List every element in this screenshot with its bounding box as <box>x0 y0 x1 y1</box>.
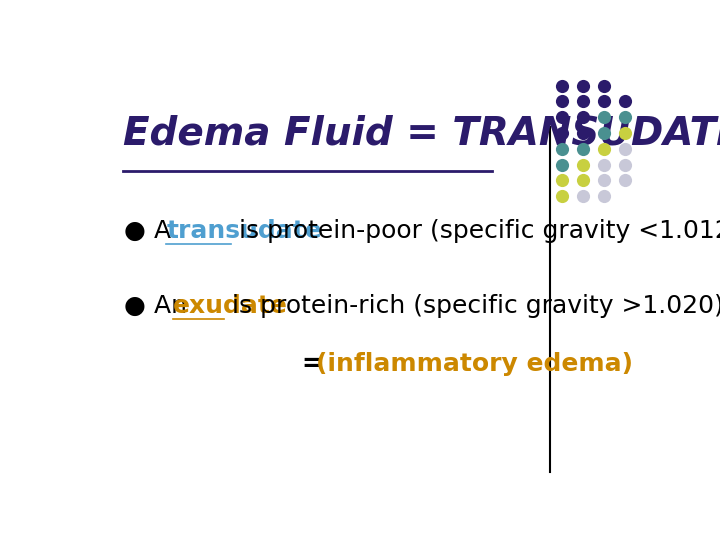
Point <box>598 176 610 185</box>
Point <box>577 176 588 185</box>
Point <box>556 192 567 200</box>
Text: is protein-rich (specific gravity >1.020): is protein-rich (specific gravity >1.020… <box>224 294 720 318</box>
Point <box>556 113 567 122</box>
Point <box>598 113 610 122</box>
Text: exudate: exudate <box>173 294 287 318</box>
Point <box>577 97 588 106</box>
Point <box>556 81 567 90</box>
Point <box>577 145 588 153</box>
Text: ●: ● <box>124 219 145 243</box>
Point <box>598 145 610 153</box>
Point <box>598 81 610 90</box>
Text: Edema Fluid = TRANSUDATE: Edema Fluid = TRANSUDATE <box>124 114 720 153</box>
Point <box>577 129 588 137</box>
Point <box>619 97 631 106</box>
Text: ●: ● <box>124 294 145 318</box>
Point <box>598 129 610 137</box>
Point <box>577 81 588 90</box>
Point <box>577 113 588 122</box>
Text: An: An <box>154 294 195 318</box>
Point <box>577 160 588 169</box>
Point <box>619 145 631 153</box>
Point <box>556 97 567 106</box>
Text: A: A <box>154 219 179 243</box>
Point <box>619 160 631 169</box>
Point <box>598 97 610 106</box>
Point <box>577 192 588 200</box>
Text: is protein-poor (specific gravity <1.012): is protein-poor (specific gravity <1.012… <box>230 219 720 243</box>
Text: =: = <box>302 352 332 376</box>
Text: (inflammatory edema): (inflammatory edema) <box>316 352 633 376</box>
Point <box>556 160 567 169</box>
Point <box>556 176 567 185</box>
Point <box>598 192 610 200</box>
Point <box>556 129 567 137</box>
Point <box>619 129 631 137</box>
Point <box>619 176 631 185</box>
Point <box>556 145 567 153</box>
Point <box>598 160 610 169</box>
Text: transudate: transudate <box>166 219 322 243</box>
Point <box>619 113 631 122</box>
